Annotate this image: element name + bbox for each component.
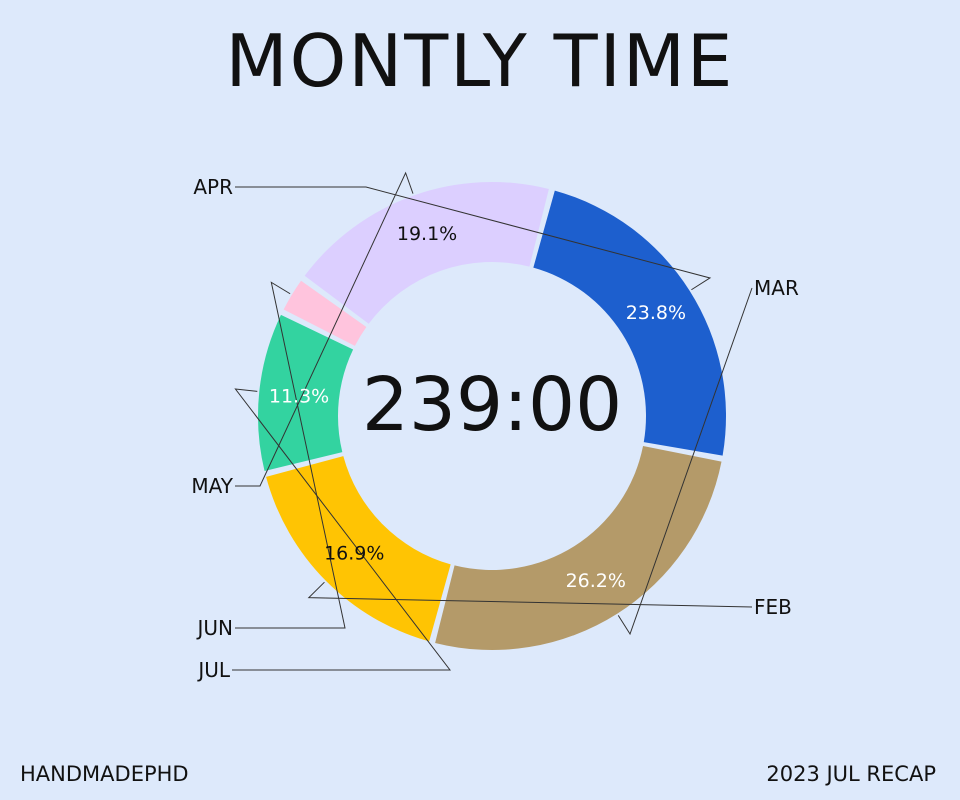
footer-recap: 2023 JUL RECAP (766, 762, 936, 786)
slice-label-jul: 11.3% (269, 386, 329, 408)
chart-title: MONTLY TIME (225, 19, 735, 103)
slice-apr (533, 190, 726, 456)
slice-label-apr: 23.8% (626, 302, 686, 324)
category-label-may: MAY (191, 474, 233, 498)
category-label-apr: APR (193, 175, 233, 199)
slice-jul (258, 314, 354, 471)
footer-brand: HANDMADEPHD (20, 762, 189, 786)
leader-line-jun (235, 281, 346, 629)
category-label-jul: JUL (196, 658, 231, 682)
leader-line-feb (307, 581, 753, 608)
slice-feb (266, 456, 451, 642)
slice-jun (283, 280, 367, 346)
leader-line-may (235, 171, 414, 487)
slice-may (304, 181, 549, 324)
category-label-feb: FEB (754, 595, 792, 619)
slice-label-mar: 26.2% (566, 570, 626, 592)
leader-line-jul (232, 388, 452, 671)
slice-mar (435, 446, 722, 650)
category-label-mar: MAR (754, 276, 799, 300)
leader-line-apr (235, 186, 712, 291)
slice-label-may: 19.1% (397, 223, 457, 245)
slice-label-feb: 16.9% (324, 543, 384, 565)
center-total: 239:00 (362, 362, 622, 448)
leader-line-mar (617, 287, 753, 636)
category-label-jun: JUN (196, 616, 234, 640)
